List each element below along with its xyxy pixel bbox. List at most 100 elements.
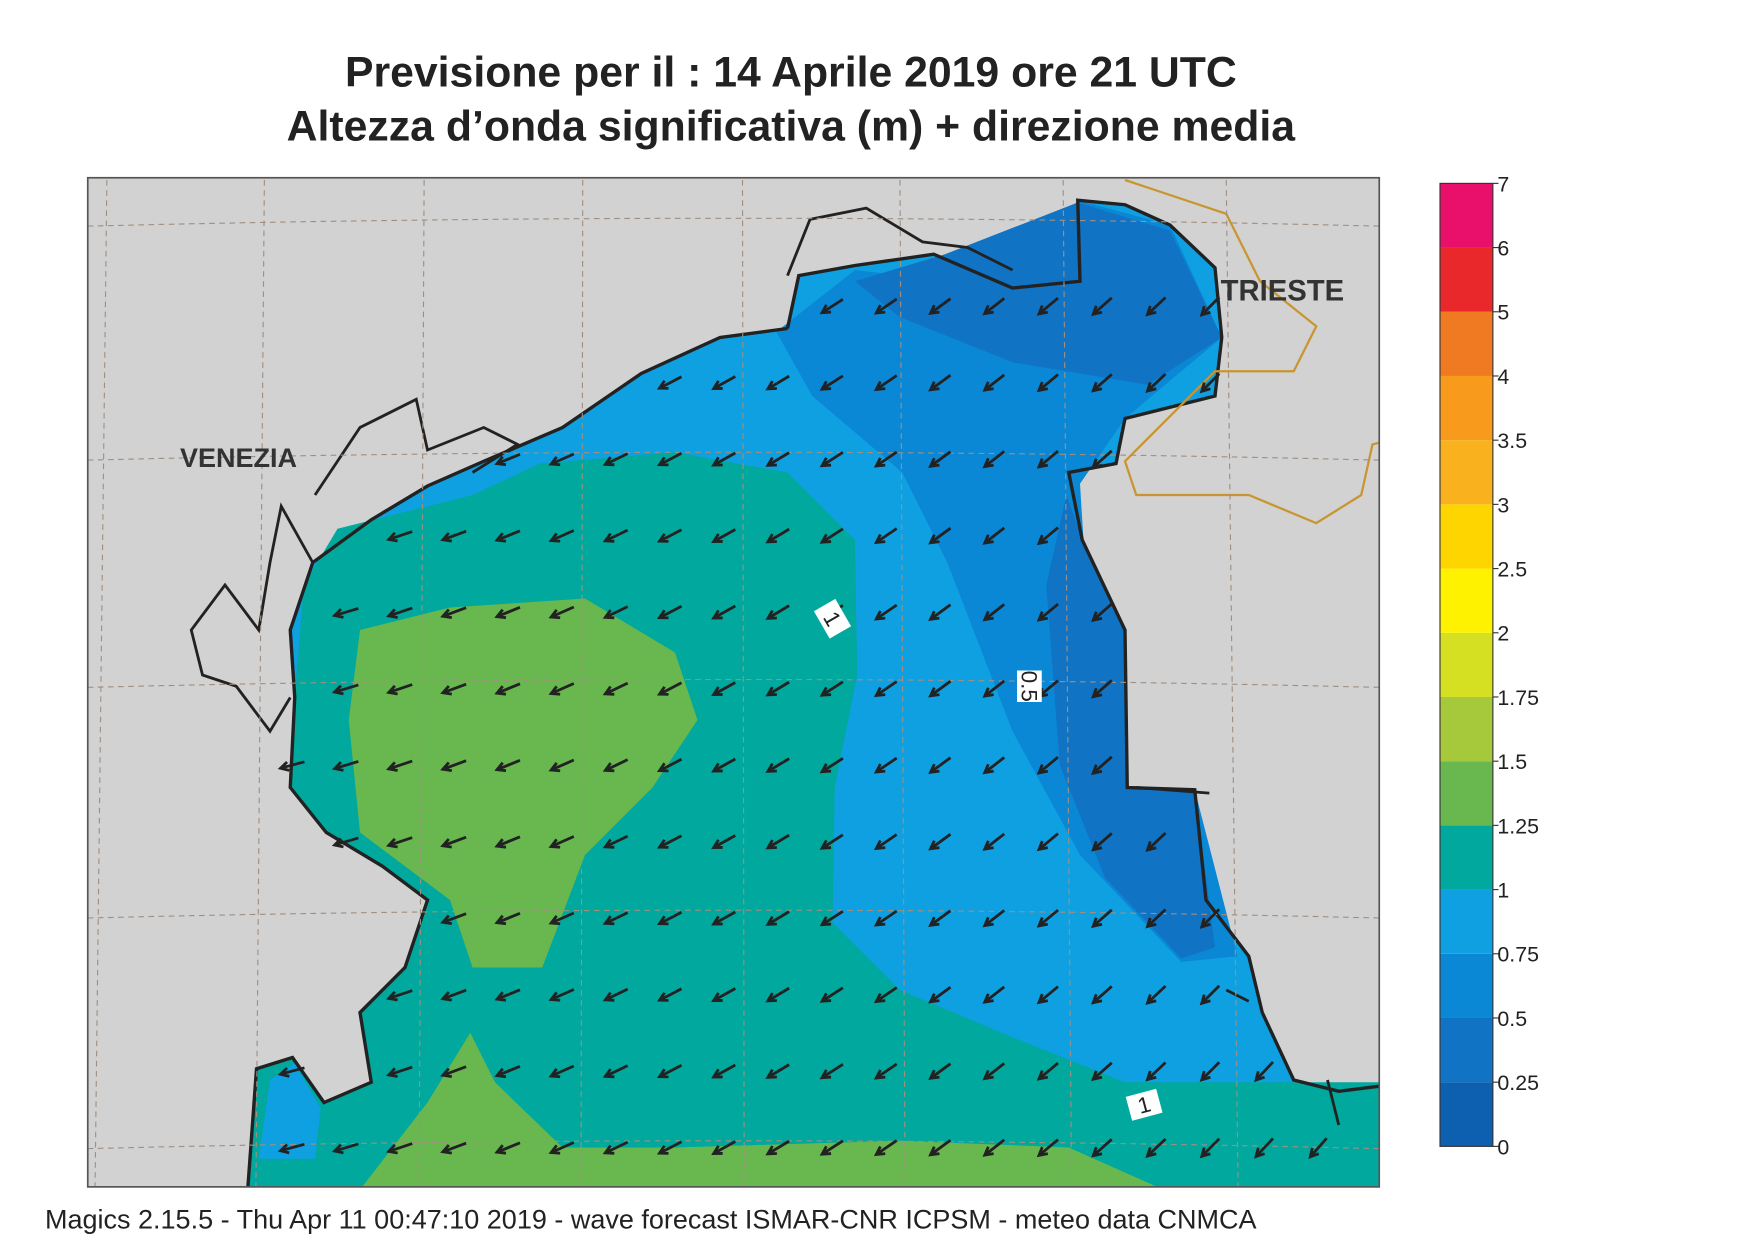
arrow xyxy=(1036,603,1059,622)
arrow xyxy=(494,988,521,1002)
arrow xyxy=(1199,296,1221,317)
arrow xyxy=(548,452,575,467)
arrow xyxy=(1036,297,1059,316)
colorbar-swatch xyxy=(1440,953,1493,1018)
arrow xyxy=(1036,373,1059,393)
arrow xyxy=(1199,372,1221,394)
arrow xyxy=(548,835,575,849)
arrow xyxy=(928,374,952,392)
arrow xyxy=(711,757,736,773)
colorbar-label: 0.75 xyxy=(1497,943,1539,967)
colorbar-label: 2 xyxy=(1497,622,1509,646)
arrow xyxy=(873,986,898,1004)
place-label: VENEZIA xyxy=(180,443,297,473)
map-area xyxy=(87,178,1380,1187)
arrow xyxy=(928,297,952,316)
arrow xyxy=(765,451,790,467)
colorbar-swatch xyxy=(1440,1082,1493,1147)
arrow xyxy=(982,373,1006,392)
place-label: TRIESTE xyxy=(1221,275,1345,307)
arrow xyxy=(277,1142,305,1155)
arrow xyxy=(819,680,844,697)
contour-labels: 0.511 xyxy=(813,598,1163,1121)
arrow xyxy=(873,603,898,621)
arrow xyxy=(819,1139,844,1156)
contour-label: 1 xyxy=(1135,1091,1154,1118)
colorbar-swatch xyxy=(1440,311,1493,376)
sea-band-lagoon xyxy=(258,1063,321,1159)
colorbar-label: 4 xyxy=(1497,365,1509,389)
arrow xyxy=(385,606,413,619)
arrow xyxy=(440,759,467,772)
arrow xyxy=(548,1064,575,1079)
arrow xyxy=(440,835,467,849)
arrow xyxy=(277,760,305,772)
arrow xyxy=(928,527,952,545)
arrow xyxy=(1036,1062,1059,1081)
arrow xyxy=(1036,756,1059,775)
arrow xyxy=(765,833,790,850)
arrow xyxy=(982,985,1006,1004)
arrow xyxy=(1091,1138,1113,1158)
arrow xyxy=(602,605,629,620)
arrow xyxy=(711,834,736,849)
arrow xyxy=(1091,373,1113,393)
arrow xyxy=(819,374,844,391)
arrow xyxy=(873,1139,898,1157)
arrow xyxy=(711,681,736,696)
arrow xyxy=(711,1063,736,1079)
colorbar-swatch xyxy=(1440,440,1493,505)
arrow xyxy=(656,1064,683,1079)
colorbar-label: 7 xyxy=(1497,172,1509,196)
arrow xyxy=(819,527,844,544)
colorbar-swatch xyxy=(1440,632,1493,697)
arrow xyxy=(819,757,844,774)
arrow xyxy=(928,909,952,928)
arrow xyxy=(928,756,952,775)
arrow xyxy=(1091,1061,1113,1082)
arrow xyxy=(711,987,736,1002)
arrow xyxy=(385,836,413,849)
arrow xyxy=(711,1140,736,1155)
contour-label-box xyxy=(1017,670,1042,702)
arrow xyxy=(982,679,1006,698)
arrow xyxy=(1036,1138,1059,1158)
colorbar-label: 1 xyxy=(1497,878,1509,902)
colorbar-label: 0 xyxy=(1497,1135,1509,1159)
colorbar-label: 3 xyxy=(1497,493,1509,517)
sea-band-0.25-0.5-east xyxy=(1046,495,1215,959)
arrow xyxy=(385,530,413,543)
arrow xyxy=(819,986,844,1003)
arrow xyxy=(982,756,1006,775)
arrow xyxy=(548,758,575,773)
arrow xyxy=(765,1063,790,1079)
arrow xyxy=(1145,831,1167,852)
colorbar-label: 0.25 xyxy=(1497,1071,1539,1095)
arrow xyxy=(331,607,359,619)
arrow xyxy=(819,298,844,315)
arrow xyxy=(385,1065,413,1078)
arrow xyxy=(765,680,790,697)
colorbar-swatch xyxy=(1440,825,1493,890)
arrow xyxy=(873,909,898,927)
arrow xyxy=(982,603,1006,622)
colorbar-swatch xyxy=(1440,568,1493,633)
arrow xyxy=(1091,679,1113,699)
arrow xyxy=(982,450,1006,469)
arrow xyxy=(548,911,575,926)
arrow xyxy=(711,910,736,926)
arrow xyxy=(602,1064,629,1079)
arrow xyxy=(440,988,467,1002)
lagoon-coast xyxy=(189,206,1341,1126)
arrow xyxy=(928,680,952,698)
arrow xyxy=(602,987,629,1002)
arrow xyxy=(1091,832,1113,852)
title-line1: Previsione per il : 14 Aprile 2019 ore 2… xyxy=(345,49,1237,97)
colorbar-label: 6 xyxy=(1497,236,1509,260)
arrow xyxy=(494,682,521,696)
arrow xyxy=(873,527,898,545)
arrow xyxy=(1145,372,1167,393)
arrow xyxy=(873,680,898,698)
arrow xyxy=(873,833,898,851)
arrow xyxy=(873,1062,898,1080)
